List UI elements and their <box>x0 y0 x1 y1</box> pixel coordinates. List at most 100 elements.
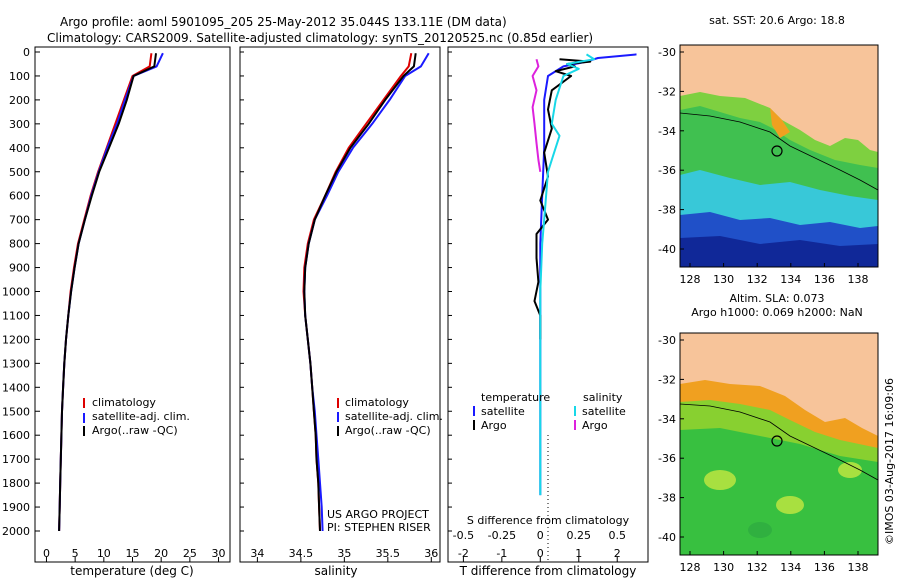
depth-tick-label: 100 <box>9 70 30 83</box>
depth-tick-label: 1600 <box>2 429 30 442</box>
salinity-legend: climatology satellite-adj. clim. Argo(..… <box>337 396 443 437</box>
x-tick-label: 0 <box>537 547 544 560</box>
lon-tick-label: 128 <box>680 561 701 574</box>
sla-eddy <box>776 496 804 514</box>
s-tick-label: 0.5 <box>608 529 626 542</box>
x-tick-label: 2 <box>614 547 621 560</box>
sla-eddy <box>838 462 862 478</box>
lon-tick-label: 130 <box>713 273 734 286</box>
lat-tick-label: -32 <box>658 373 676 386</box>
sst-map-title: sat. SST: 20.6 Argo: 18.8 <box>709 14 845 27</box>
imos-timestamp: ©IMOS 03-Aug-2017 16:09:06 <box>883 378 896 545</box>
lat-tick-label: -38 <box>658 204 676 217</box>
sla-eddy <box>704 470 736 490</box>
depth-tick-label: 1900 <box>2 501 30 514</box>
header-title: Argo profile: aoml 5901095_205 25-May-20… <box>60 15 507 29</box>
header-subtitle: Climatology: CARS2009. Satellite-adjuste… <box>47 31 593 45</box>
lat-tick-label: -36 <box>658 452 676 465</box>
sst-map-axes: -30 -32 -34 -36 -38 -40 128 130 132 134 136 138 <box>658 46 868 286</box>
lon-tick-label: 136 <box>814 561 835 574</box>
lat-tick-label: -38 <box>658 492 676 505</box>
sla-map <box>680 333 878 555</box>
isobath-line <box>680 112 878 191</box>
series-line-argo-raw-qc- <box>58 53 157 532</box>
sst-map <box>680 45 878 267</box>
x-tick-label: 34.5 <box>289 547 314 560</box>
warm-patch <box>770 108 790 138</box>
ocean-coldest <box>680 236 878 267</box>
depth-tick-label: 1300 <box>2 357 30 370</box>
depth-axis: 0 100 200 300 400 500 600 700 800 900 1000 1100 1200… <box>2 46 452 538</box>
lon-tick-label: 136 <box>814 273 835 286</box>
pi-label: PI: STEPHEN RISER <box>327 521 431 534</box>
depth-tick-label: 1400 <box>2 381 30 394</box>
float-position-marker <box>771 435 783 447</box>
project-label: US ARGO PROJECT <box>327 508 429 521</box>
lon-tick-label: 134 <box>780 273 801 286</box>
series-line-salinity-argo <box>531 58 542 172</box>
lon-tick-label: 132 <box>747 561 768 574</box>
s-difference-label: S difference from climatology <box>467 514 630 527</box>
lat-tick-label: -34 <box>658 125 676 138</box>
depth-tick-label: 1700 <box>2 453 30 466</box>
temperature-panel-frame <box>34 46 231 563</box>
difference-panel-frame <box>447 46 649 563</box>
x-tick-label: 35.5 <box>376 547 401 560</box>
salinity-series <box>302 52 430 532</box>
difference-series <box>531 53 637 496</box>
s-tick-label: -0.5 <box>453 529 474 542</box>
temperature-axis-label: temperature (deg C) <box>70 564 193 578</box>
float-position-marker <box>771 145 783 157</box>
temperature-legend: climatology satellite-adj. clim. Argo(..… <box>83 396 190 437</box>
lat-tick-label: -34 <box>658 413 676 426</box>
x-tick-label: -1 <box>496 547 507 560</box>
isobath-line <box>680 403 878 481</box>
depth-tick-label: 900 <box>9 262 30 275</box>
x-tick-label: 5 <box>72 547 79 560</box>
x-tick-label: 36 <box>424 547 438 560</box>
legend-argo-label: Argo(..raw -QC) <box>345 424 431 437</box>
depth-tick-label: 1200 <box>2 333 30 346</box>
x-tick-label: 0 <box>43 547 50 560</box>
sla-map-title: Altim. SLA: 0.073 <box>729 292 824 305</box>
lon-tick-label: 132 <box>747 273 768 286</box>
depth-tick-label: 200 <box>9 94 30 107</box>
depth-tick-label: 1500 <box>2 405 30 418</box>
sla-map-frame <box>679 332 879 556</box>
legend-s-satellite-label: satellite <box>582 405 626 418</box>
depth-tick-label: 0 <box>23 46 30 59</box>
x-tick-label: 10 <box>97 547 111 560</box>
lat-tick-label: -40 <box>658 243 676 256</box>
sla-eddy <box>748 522 772 538</box>
x-tick-label: 34 <box>250 547 264 560</box>
x-tick-label: 35 <box>337 547 351 560</box>
lat-tick-label: -40 <box>658 531 676 544</box>
s-tick-label: -0.25 <box>488 529 516 542</box>
x-tick-label: -2 <box>458 547 469 560</box>
x-tick-label: 15 <box>126 547 140 560</box>
legend-salinity-header: salinity <box>583 391 623 404</box>
legend-s-argo-label: Argo <box>582 419 608 432</box>
series-line-salinity-satellite <box>539 53 596 496</box>
x-tick-label: 30 <box>212 547 226 560</box>
x-tick-label: 1 <box>575 547 582 560</box>
temperature-x-axis: 0 5 10 15 20 25 30 <box>43 547 226 562</box>
lon-tick-label: 128 <box>680 273 701 286</box>
x-tick-label: 20 <box>154 547 168 560</box>
legend-t-argo-label: Argo <box>481 419 507 432</box>
s-tick-label: 0 <box>537 529 544 542</box>
lon-tick-label: 134 <box>780 561 801 574</box>
depth-tick-label: 1100 <box>2 309 30 322</box>
legend-temperature-header: temperature <box>481 391 550 404</box>
legend-argo-label: Argo(..raw -QC) <box>92 424 178 437</box>
x-tick-label: 25 <box>183 547 197 560</box>
depth-tick-label: 700 <box>9 214 30 227</box>
t-difference-label: T difference from climatology <box>459 564 637 578</box>
salinity-axis-label: salinity <box>314 564 357 578</box>
lon-tick-label: 138 <box>848 561 869 574</box>
depth-tick-label: 800 <box>9 238 30 251</box>
salinity-x-axis: 34 34.5 35 35.5 36 <box>250 547 438 562</box>
legend-t-satellite-label: satellite <box>481 405 525 418</box>
depth-tick-label: 2000 <box>2 525 30 538</box>
